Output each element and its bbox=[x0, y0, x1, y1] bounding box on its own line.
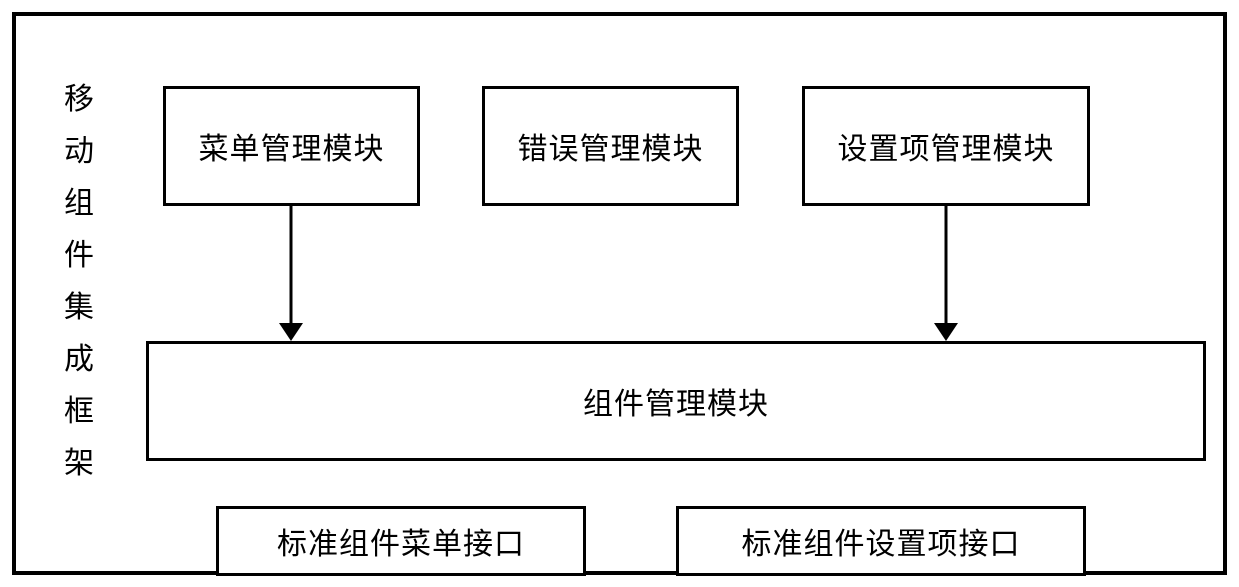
node-label: 错误管理模块 bbox=[518, 124, 704, 168]
node-settings-mgmt: 设置项管理模块 bbox=[802, 86, 1090, 206]
node-label: 设置项管理模块 bbox=[838, 124, 1055, 168]
node-menu-mgmt: 菜单管理模块 bbox=[163, 86, 420, 206]
node-error-mgmt: 错误管理模块 bbox=[482, 86, 739, 206]
node-std-menu-interface: 标准组件菜单接口 bbox=[216, 506, 586, 576]
node-label: 组件管理模块 bbox=[583, 379, 769, 423]
vertical-title: 移动组件集成框架 bbox=[62, 74, 96, 490]
node-component-mgmt: 组件管理模块 bbox=[146, 341, 1206, 461]
node-label: 标准组件设置项接口 bbox=[742, 519, 1021, 563]
node-label: 菜单管理模块 bbox=[199, 124, 385, 168]
node-std-settings-interface: 标准组件设置项接口 bbox=[676, 506, 1086, 576]
outer-frame: 移动组件集成框架 菜单管理模块 错误管理模块 设置项管理模块 组件管理模块 标准… bbox=[12, 12, 1227, 575]
node-label: 标准组件菜单接口 bbox=[277, 519, 525, 563]
